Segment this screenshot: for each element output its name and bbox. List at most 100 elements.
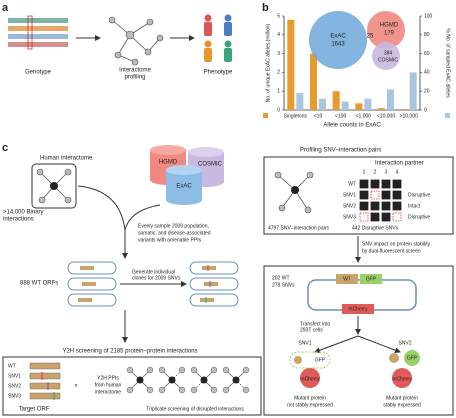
shape [8,26,68,31]
venn-count: 384 [384,50,393,56]
caption: interactome [95,389,121,395]
bar [409,72,417,110]
shape [146,18,154,26]
caption: Y2H screening of 2185 protein–protein in… [62,349,197,355]
legend-swatch [263,113,268,118]
cell [381,212,391,222]
arrow [124,204,161,231]
venn-count: 1643 [331,42,345,48]
cell [370,201,380,211]
caption: Evenly sample 2009 population, [138,223,209,229]
caption: Transfect into [300,321,330,327]
y2-tick-label: 80 [424,32,430,38]
orf [29,382,61,390]
venn-circle [372,42,400,70]
venn-count: 179 [384,31,395,37]
shape [38,196,46,204]
cell [359,190,369,200]
outcome: Disruptive [408,214,430,220]
stability-box [263,265,454,416]
y2-tick-label: 40 [424,70,430,76]
node [178,386,186,394]
construct-label: WT [343,276,351,282]
bar [364,98,372,110]
shape [50,182,58,190]
db-label: HGMD [159,160,178,166]
shape [67,293,117,307]
interactome-network [31,163,77,209]
step-label: Phenotype [204,70,233,76]
shape [144,48,152,56]
people [204,14,232,62]
shape [224,48,232,62]
caption: variants with amenable PPIs [138,237,202,243]
y-tick-label: 0 [277,107,280,113]
caption: 442 Disruptive SNVs [352,225,399,231]
caption: clones for 2009 SNVs [132,275,181,281]
caption: Triplicate screening of disrupted intera… [146,406,244,412]
bar [296,93,304,110]
databases [150,145,224,205]
shape [278,204,286,212]
shape [300,368,320,388]
shape [8,18,68,23]
shape [188,147,224,157]
node [158,366,166,374]
mcherry-box [342,304,374,314]
shape [274,171,282,179]
shape [291,186,299,194]
column-label: 1 [363,169,366,175]
caption: 4797 SNV–interaction pairs [268,225,329,231]
x-tick-label: <10,000 [377,113,395,119]
bar [387,89,394,110]
interaction-grid: 1 2 3 4 WT SNV1 Disruptive SNV2 Intact SNV3 Disrup… [343,169,430,222]
cell-label: GFP [315,357,326,363]
y-tick-label: 3 [277,51,280,57]
legend-swatch [445,113,450,118]
row-label: SNV3 [343,214,356,220]
bar [332,91,340,110]
step-label: Interactome [119,68,151,74]
node [136,376,144,384]
shape [392,368,412,388]
y-tick-label: 5 [277,13,280,19]
y-axis-label: No. of unique ExAC alleles (million) [265,23,271,102]
node [232,376,240,384]
node [242,366,250,374]
row-label: WT [348,181,356,187]
bar [319,98,326,110]
bar [355,103,363,110]
caption: SNV1 [298,340,311,346]
node [126,386,134,394]
caption: 888 WT ORFs [20,281,58,287]
bar [287,19,295,110]
arrow [357,335,401,354]
node [126,366,134,374]
cell [381,201,391,211]
x-tick-label: <1,000 [356,113,372,119]
x-tick-label: >10,000 [400,113,418,119]
caption: 293T cells [300,327,323,333]
y-tick-label: 1 [277,89,280,95]
gfp-box [360,274,382,284]
caption: Profiling SNV–interaction pairs [300,148,381,154]
node [222,366,230,374]
wt-box [336,274,358,284]
cell [392,179,402,189]
node [146,386,154,394]
cell [381,190,391,200]
node [200,376,208,384]
venn-circle [309,11,367,69]
shape [189,293,239,307]
shape [294,356,302,364]
x-axis-label: Allele counts in ExAC [323,123,381,129]
shape [156,34,164,42]
caption: Human interactome [40,156,93,162]
mini-networks [126,366,250,394]
arrow [314,335,359,354]
dna-sequences [8,15,68,50]
caption: Mutant protein [294,395,326,401]
edge [193,379,205,391]
cell [359,201,369,211]
caption: Mutant protein [386,395,418,401]
